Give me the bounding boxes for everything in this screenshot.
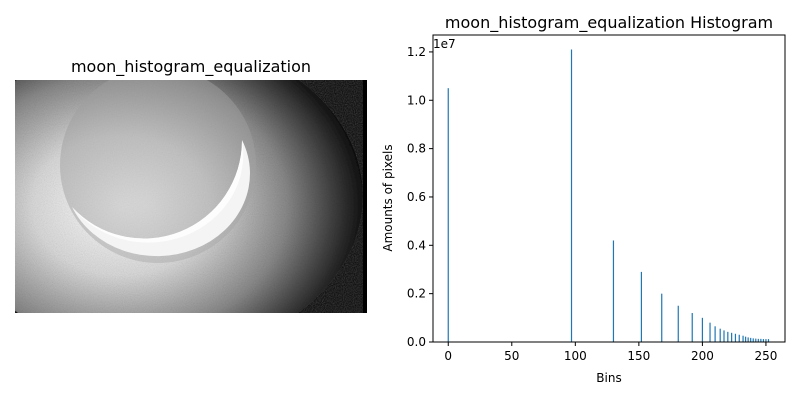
image-panel-title: moon_histogram_equalization xyxy=(71,57,311,77)
y-axis-label: Amounts of pixels xyxy=(381,144,395,251)
histogram-bar xyxy=(755,338,757,342)
histogram-bar xyxy=(719,328,721,342)
moon-image xyxy=(15,80,367,313)
histogram-bar xyxy=(757,338,759,342)
y-tick-label: 0.0 xyxy=(407,335,426,349)
y-axis-ticks: 0.0 0.2 0.4 0.6 0.8 1.0 1.2 xyxy=(407,45,433,349)
y-tick-label: 1.0 xyxy=(407,93,426,107)
histogram-bar xyxy=(570,49,573,342)
x-tick-label: 200 xyxy=(691,349,714,363)
histogram-bar xyxy=(661,293,663,342)
histogram-chart: moon_histogram_equalization Histogram 1e… xyxy=(381,13,786,385)
histogram-bar xyxy=(750,337,752,342)
histogram-bar xyxy=(742,335,744,342)
histogram-bar xyxy=(640,271,642,342)
histogram-bar xyxy=(752,338,754,342)
histogram-bar xyxy=(767,339,770,342)
histogram-bar xyxy=(723,330,725,342)
y-tick-label: 1.2 xyxy=(407,45,426,59)
histogram-bar xyxy=(447,88,449,343)
histogram-bar xyxy=(760,338,762,342)
histogram-bar xyxy=(738,334,740,342)
histogram-bar xyxy=(701,317,703,342)
histogram-bars xyxy=(447,49,770,343)
histogram-bar xyxy=(731,332,733,342)
x-axis-label: Bins xyxy=(596,371,621,385)
x-tick-label: 250 xyxy=(754,349,777,363)
y-tick-label: 0.4 xyxy=(407,238,426,252)
y-tick-label: 0.8 xyxy=(407,142,426,156)
chart-title: moon_histogram_equalization Histogram xyxy=(445,13,773,33)
x-tick-label: 0 xyxy=(444,349,452,363)
plot-frame xyxy=(432,34,786,343)
histogram-bar xyxy=(714,326,716,342)
y-tick-label: 0.6 xyxy=(407,190,426,204)
histogram-bar xyxy=(727,331,729,342)
histogram-bar xyxy=(709,322,711,342)
x-axis-ticks: 0 50 100 150 200 250 xyxy=(444,342,777,363)
y-tick-label: 0.2 xyxy=(407,287,426,301)
histogram-bar xyxy=(745,336,747,342)
histogram-bar xyxy=(747,337,749,342)
histogram-bar xyxy=(677,305,679,342)
x-tick-label: 150 xyxy=(627,349,650,363)
histogram-bar xyxy=(762,339,764,342)
x-tick-label: 100 xyxy=(564,349,587,363)
histogram-bar xyxy=(612,240,615,342)
histogram-bar xyxy=(765,339,767,342)
histogram-bar xyxy=(691,312,693,342)
y-axis-offset-label: 1e7 xyxy=(433,37,456,51)
x-tick-label: 50 xyxy=(504,349,519,363)
histogram-bar xyxy=(734,333,737,342)
